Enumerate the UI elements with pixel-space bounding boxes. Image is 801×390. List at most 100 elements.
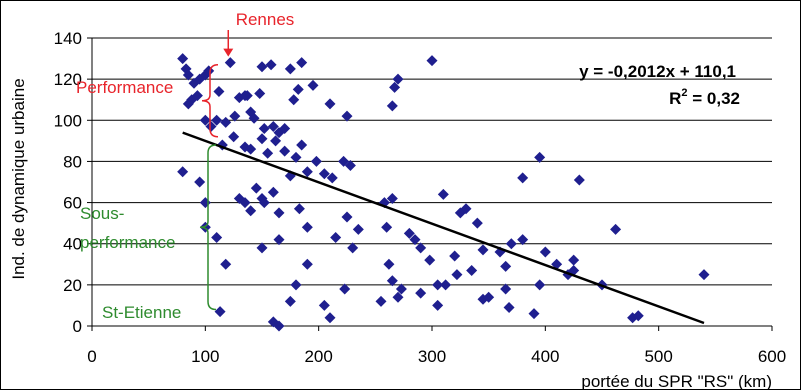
data-point <box>610 223 622 235</box>
data-point <box>505 238 517 250</box>
data-point <box>199 221 211 233</box>
data-point <box>214 306 226 318</box>
r-squared-label: R2 = 0,32 <box>669 87 740 108</box>
data-point <box>301 258 313 270</box>
data-point <box>415 242 427 254</box>
r-squared-base: R <box>669 89 681 108</box>
data-point <box>270 135 282 147</box>
data-point <box>528 308 540 320</box>
data-point <box>267 186 279 198</box>
data-point <box>517 172 529 184</box>
data-point <box>296 139 308 151</box>
data-point <box>258 197 270 209</box>
y-axis-label: Ind. de dynamique urbaine <box>9 78 28 279</box>
data-point <box>245 205 257 217</box>
data-point <box>239 197 251 209</box>
data-point <box>339 283 351 295</box>
y-tick-label: 120 <box>54 70 82 89</box>
data-point <box>573 174 585 186</box>
data-point <box>392 291 404 303</box>
data-point <box>500 260 512 272</box>
data-point <box>432 279 444 291</box>
x-tick-label: 500 <box>644 347 672 366</box>
annotation-performance: Performance <box>76 78 173 97</box>
y-tick-labels: 0 20 40 60 80 100 120 140 <box>54 29 82 336</box>
y-tick-label: 0 <box>73 317 82 336</box>
x-tick-label: 400 <box>531 347 559 366</box>
data-point <box>256 133 268 145</box>
data-point <box>471 217 483 229</box>
data-point <box>341 110 353 122</box>
data-point <box>292 83 304 95</box>
x-tick-label: 300 <box>418 347 446 366</box>
data-point <box>330 232 342 244</box>
data-point <box>432 299 444 311</box>
data-point <box>267 120 279 132</box>
x-axis-label: portée du SPR "RS" (km) <box>581 372 772 390</box>
data-point <box>228 131 240 143</box>
annotation-sous-performance-line2: performance <box>80 233 175 252</box>
data-point <box>213 85 225 97</box>
x-tick-label: 200 <box>304 347 332 366</box>
trend-equation: y = -0,2012x + 110,1 <box>579 62 736 81</box>
y-tick-label: 100 <box>54 111 82 130</box>
data-point <box>426 55 438 67</box>
data-point <box>386 100 398 112</box>
data-point <box>424 254 436 266</box>
data-point <box>386 275 398 287</box>
data-point <box>290 151 302 163</box>
annotation-st-etienne: St-Etienne <box>102 303 181 322</box>
data-point <box>539 246 551 258</box>
data-point <box>568 254 580 266</box>
data-point <box>534 151 546 163</box>
y-tick-label: 80 <box>63 152 82 171</box>
rennes-arrowhead <box>223 48 234 57</box>
data-point <box>220 116 232 128</box>
data-point <box>177 166 189 178</box>
trend-line <box>182 131 705 325</box>
data-point <box>279 123 291 135</box>
x-tick-labels: 0 100 200 300 400 500 600 <box>87 347 786 366</box>
data-point <box>250 182 262 194</box>
data-point <box>503 301 515 313</box>
data-point <box>437 188 449 200</box>
r-squared-sup: 2 <box>681 87 687 99</box>
data-points <box>177 53 710 332</box>
data-point <box>205 120 217 132</box>
data-point <box>698 269 710 281</box>
data-point <box>632 310 644 322</box>
data-point <box>199 114 211 126</box>
data-point <box>279 145 291 157</box>
data-point <box>344 160 356 172</box>
data-point <box>451 269 463 281</box>
data-point <box>395 283 407 295</box>
data-point <box>296 57 308 69</box>
data-point <box>392 73 404 85</box>
data-point <box>273 234 285 246</box>
data-point <box>301 221 313 233</box>
data-point <box>256 242 268 254</box>
data-point <box>284 63 296 75</box>
data-point <box>239 90 251 102</box>
data-point <box>220 258 232 270</box>
data-point <box>415 287 427 299</box>
data-point <box>248 112 260 124</box>
data-point <box>182 69 194 81</box>
data-point <box>324 98 336 110</box>
data-point <box>347 242 359 254</box>
data-point <box>466 264 478 276</box>
y-tick-label: 60 <box>63 194 82 213</box>
sous-performance-brace <box>199 144 217 311</box>
data-point <box>324 312 336 324</box>
data-point <box>477 244 489 256</box>
data-point <box>273 207 285 219</box>
x-tick-label: 100 <box>191 347 219 366</box>
y-tick-label: 40 <box>63 235 82 254</box>
data-point <box>381 221 393 233</box>
data-point <box>301 166 313 178</box>
data-point <box>517 234 529 246</box>
data-point <box>194 176 206 188</box>
r-squared-value: = 0,32 <box>688 89 740 108</box>
data-point <box>460 203 472 215</box>
